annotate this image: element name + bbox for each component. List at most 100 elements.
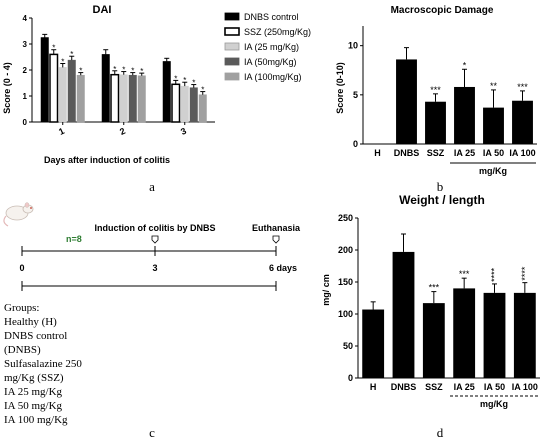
dai-x-axis-label: Days after induction of colitis [44,155,170,165]
dai-bar [40,37,49,123]
group-item: Sulfasalazine 250 [4,358,82,370]
legend-swatch-dnbs-control [224,12,240,21]
dai-y-axis-label: Score (0 - 4) [2,62,12,114]
macro-y-tick-label: 5 [353,90,358,100]
timeline-induction-label: Induction of colitis by DNBS [95,223,216,233]
legend-label-ia100: IA (100mg/Kg) [244,72,302,82]
weight-y-tick-label: 0 [348,373,353,383]
macro-x-ticks: H DNBS SSZ IA 25 IA 50 IA 100 [374,148,535,158]
dai-y-ticks: 0 1 2 3 4 [23,14,32,127]
legend-swatch-ssz [224,27,240,36]
dai-bars: * * * * * * * * * * * * [40,33,207,123]
macro-y-tick-label: 10 [348,41,358,51]
macro-bar [425,101,446,144]
weight-bar [513,292,536,378]
dai-chart: DAI Score (0 - 4) Days after induction o… [2,4,311,194]
dai-significance-star: * [140,67,143,76]
legend-swatch-ia25 [224,42,240,51]
weight-x-tick-label: H [370,382,377,392]
weight-significance-stars: *** [429,283,440,293]
dai-bar [198,94,207,123]
weight-y-ticks: 0 50 100 150 200 250 [338,213,358,383]
weight-bar [392,251,415,378]
timeline-panel: n=8 Induction of colitis by DNBS Euthana… [3,202,301,440]
timeline-tick-label-6: 6 days [269,263,297,273]
legend-swatch-ia100 [224,72,240,81]
dai-x-tick-label: 2 [118,126,127,137]
weight-length-chart: Weight / length mg/ cm 0 50 100 150 200 250 *… [321,193,540,440]
weight-x-tick-label: IA 100 [512,382,538,392]
euthanasia-arrow-icon [272,235,280,244]
dai-bar [180,85,189,123]
macro-significance-stars: ** [490,81,498,91]
dai-bar [171,83,181,123]
weight-title: Weight / length [399,193,485,207]
dai-bar [137,75,146,123]
macro-bar [512,100,533,144]
weight-bar [483,292,506,378]
weight-y-tick-label: 250 [338,213,353,223]
group-item: IA 50 mg/Kg [4,400,63,412]
macro-significance-stars: *** [517,82,528,92]
dai-significance-star: * [122,66,125,75]
dai-title: DAI [93,4,112,16]
macro-y-ticks: 0 5 10 [348,41,363,149]
dai-significance-star: * [174,74,177,83]
dai-significance-star: * [61,58,64,67]
dai-bar [189,87,198,123]
macro-bar [454,86,475,144]
legend-label-dnbs-control: DNBS control [244,12,299,22]
dai-bar [101,54,110,123]
weight-y-tick-label: 100 [338,309,353,319]
dai-y-tick-label: 0 [23,118,28,127]
macro-bars: ****** *** [396,47,533,144]
weight-bars: ****** **** **** [362,233,536,378]
dai-significance-star: * [131,67,134,76]
dai-bar [162,61,171,123]
timeline-euthanasia-label: Euthanasia [252,223,301,233]
weight-x-tick-label: DNBS [391,382,417,392]
weight-significance-stars: *** [459,269,470,279]
macro-significance-stars: *** [430,85,441,95]
weight-significance-stars: **** [490,267,500,282]
weight-y-tick-label: 150 [338,277,353,287]
weight-x-tick-label: SSZ [425,382,443,392]
dai-legend: DNBS control SSZ (250mg/Kg) IA (25 mg/Kg… [224,12,311,82]
weight-x-tick-label: IA 50 [484,382,505,392]
dai-significance-star: * [113,65,116,74]
weight-y-tick-label: 50 [343,341,353,351]
macro-x-tick-label: DNBS [394,148,420,158]
dai-bar [128,74,137,123]
weight-x-ticks: H DNBS SSZ IA 25 IA 50 IA 100 [370,382,538,392]
macro-x-tick-label: SSZ [427,148,445,158]
dai-y-tick-label: 4 [23,14,28,23]
macro-y-tick-label: 0 [353,139,358,149]
panel-label-c: c [149,425,155,440]
legend-label-ia25: IA (25 mg/Kg) [244,42,299,52]
weight-significance-stars: **** [520,266,530,281]
timeline-tick-label-0: 0 [19,263,24,273]
panel-label-d: d [437,425,444,440]
macro-x-tick-label: IA 100 [509,148,535,158]
dai-y-tick-label: 2 [23,66,28,75]
macro-bar [396,59,417,144]
macro-x-tick-label: IA 25 [454,148,475,158]
groups-title: Groups: [4,302,39,314]
dai-bar [67,59,76,123]
dai-significance-star: * [192,79,195,88]
legend-label-ssz: SSZ (250mg/Kg) [244,27,311,37]
dai-x-tick-label: 3 [179,126,188,137]
group-item: (DNBS) [4,344,41,356]
macro-group-label: mg/Kg [479,166,507,176]
weight-x-tick-label: IA 25 [454,382,475,392]
weight-y-tick-label: 200 [338,245,353,255]
timeline-tick-label-3: 3 [152,263,157,273]
macro-significance-stars: * [463,60,467,70]
dai-bar [76,74,85,123]
dai-significance-star: * [183,76,186,85]
weight-bar [453,288,476,378]
group-item: IA 25 mg/Kg [4,386,63,398]
dai-y-tick-label: 3 [23,40,28,49]
dai-significance-star: * [70,50,73,59]
